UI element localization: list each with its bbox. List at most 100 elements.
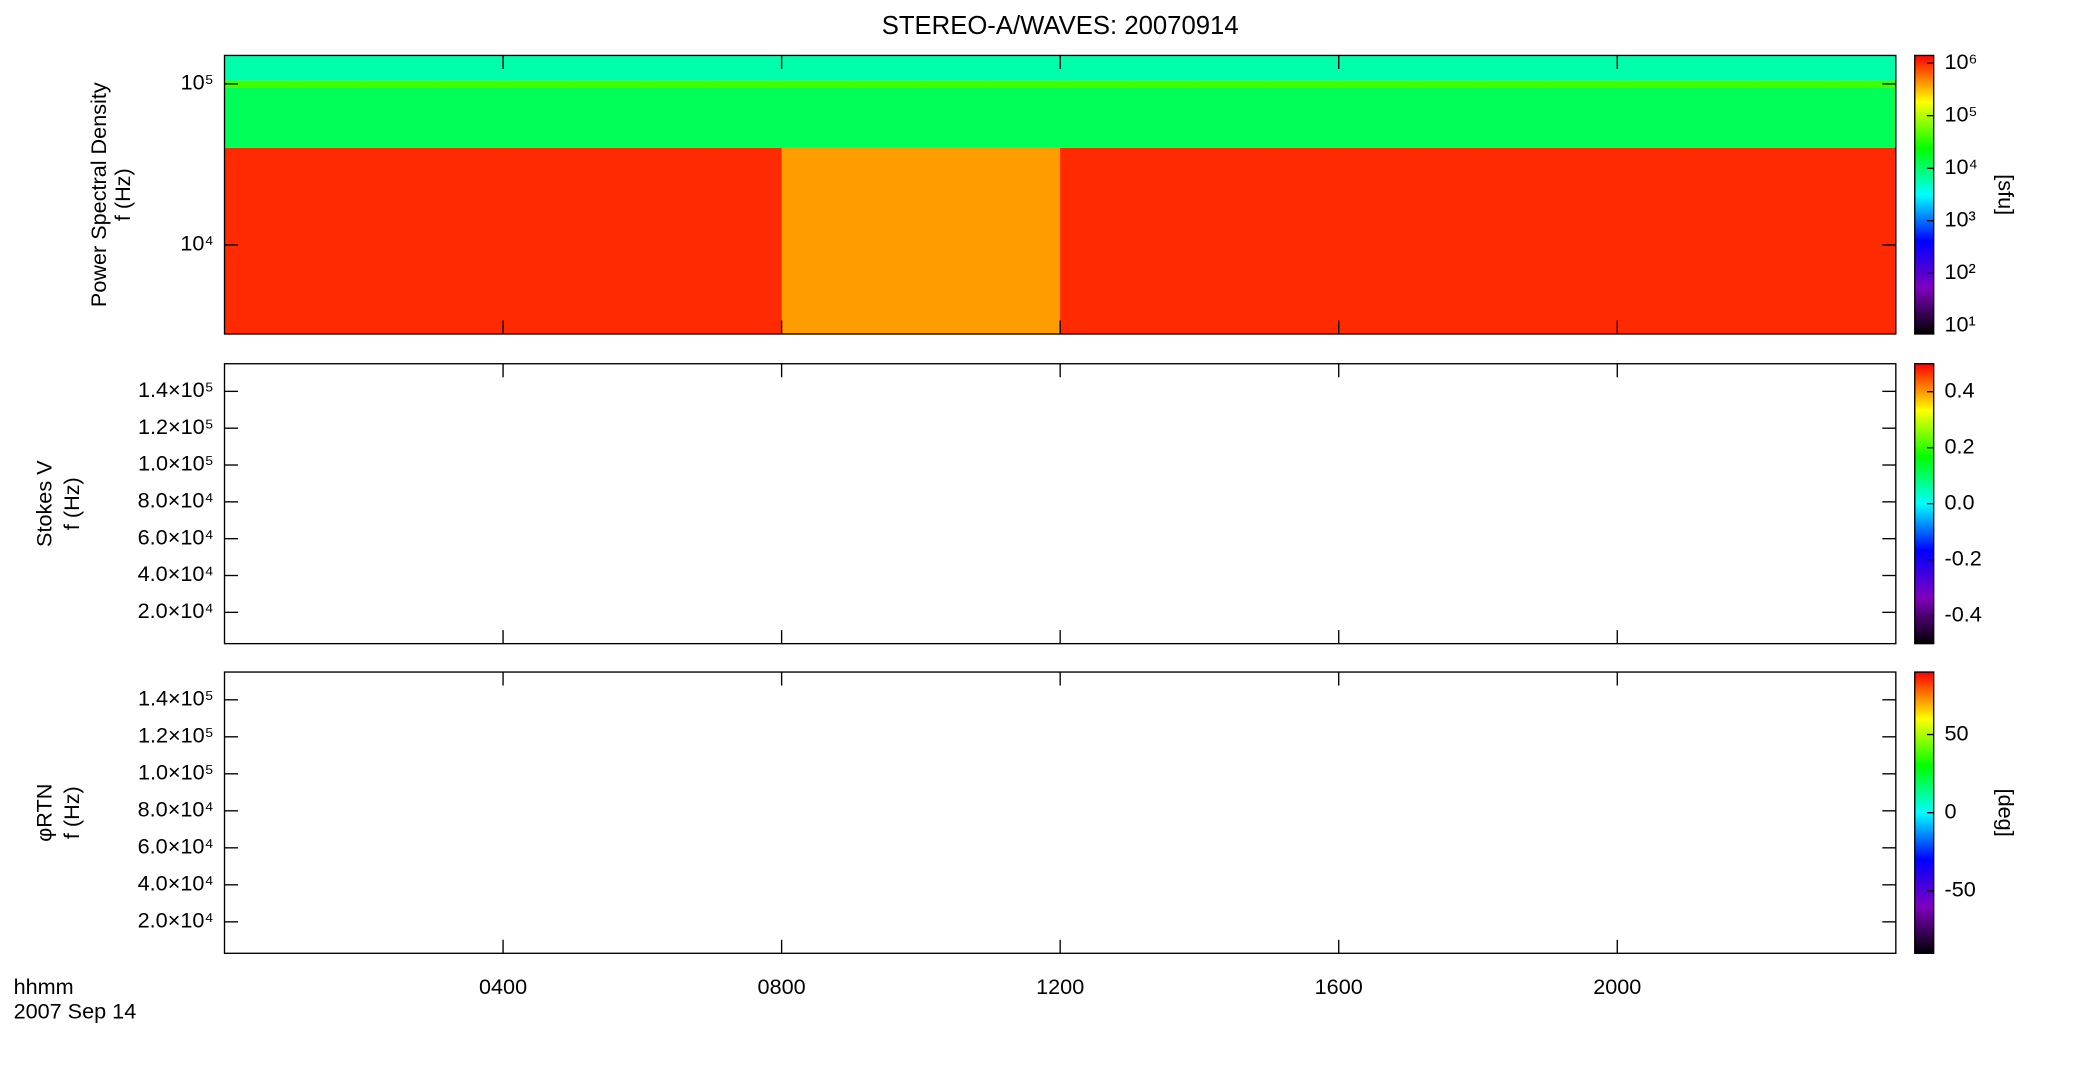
y-tick-label: 1.4×10⁵ bbox=[138, 377, 214, 402]
y-tick-label: 4.0×10⁴ bbox=[138, 561, 214, 586]
heatmap-cell bbox=[1129, 55, 1201, 81]
heatmap-cell bbox=[572, 87, 644, 148]
heatmap-cell bbox=[642, 55, 713, 81]
heatmap-cell bbox=[1269, 55, 1340, 81]
colorbar-tick-label: 10¹ bbox=[1945, 312, 1976, 337]
plot-frame bbox=[223, 671, 1897, 954]
y-tick-label: 6.0×10⁴ bbox=[138, 524, 214, 549]
heatmap-cell bbox=[1547, 80, 1618, 88]
heatmap-cell bbox=[1477, 87, 1549, 148]
heatmap-cell bbox=[990, 80, 1061, 88]
heatmap-cell bbox=[990, 87, 1061, 148]
heatmap-cell bbox=[1269, 80, 1340, 88]
heatmap-cell bbox=[781, 87, 852, 148]
heatmap-cell bbox=[781, 55, 852, 81]
colorbar-tick-label: 0.0 bbox=[1945, 489, 1975, 514]
y-axis-label: φRTN bbox=[32, 784, 57, 842]
y-axis-label: f (Hz) bbox=[59, 477, 84, 530]
y-axis-label: Power Spectral Density bbox=[86, 82, 111, 307]
heatmap-cell bbox=[363, 80, 435, 88]
heatmap-cell bbox=[1686, 80, 1758, 88]
colorbar-label: [sfu] bbox=[1993, 174, 2018, 215]
heatmap-cell bbox=[1338, 87, 1410, 148]
colorbar-tick-label: -50 bbox=[1945, 877, 1976, 902]
y-tick-label: 2.0×10⁴ bbox=[138, 908, 214, 933]
date-label: 2007 Sep 14 bbox=[14, 999, 137, 1024]
heatmap-cell bbox=[990, 147, 1061, 334]
heatmap-cell bbox=[1338, 55, 1410, 81]
heatmap-cell bbox=[642, 147, 713, 334]
y-tick-label: 8.0×10⁴ bbox=[138, 488, 214, 513]
heatmap-cell bbox=[1756, 147, 1827, 334]
heatmap-cell bbox=[572, 147, 644, 334]
heatmap-cell bbox=[1408, 87, 1479, 148]
heatmap-cell bbox=[1617, 87, 1688, 148]
colorbar-tick-label: 10⁶ bbox=[1945, 49, 1978, 74]
heatmap-cell bbox=[1547, 147, 1618, 334]
heatmap-cell bbox=[1826, 147, 1897, 334]
heatmap-cell bbox=[711, 147, 783, 334]
heatmap-cell bbox=[642, 80, 713, 88]
heatmap-cell bbox=[1129, 147, 1201, 334]
y-axis-label: Stokes V bbox=[32, 460, 57, 547]
heatmap-cell bbox=[224, 55, 295, 81]
y-axis-label: f (Hz) bbox=[59, 786, 84, 839]
chart-title: STEREO-A/WAVES: 20070914 bbox=[882, 12, 1239, 40]
heatmap-cell bbox=[711, 55, 783, 81]
heatmap-cell bbox=[990, 55, 1061, 81]
heatmap-cell bbox=[224, 147, 295, 334]
heatmap-cell bbox=[1408, 80, 1479, 88]
heatmap-cell bbox=[1338, 80, 1410, 88]
y-tick-label: 1.2×10⁵ bbox=[138, 723, 214, 748]
heatmap-cell bbox=[920, 87, 992, 148]
heatmap-cell bbox=[1199, 80, 1270, 88]
heatmap-cell bbox=[1617, 55, 1688, 81]
heatmap-cell bbox=[851, 55, 922, 81]
heatmap-cell bbox=[294, 55, 365, 81]
heatmap-cell bbox=[1408, 147, 1479, 334]
heatmap-cell bbox=[363, 87, 435, 148]
heatmap-cell bbox=[1060, 80, 1131, 88]
heatmap-cell bbox=[363, 55, 435, 81]
colorbar-tick-label: 0.2 bbox=[1945, 433, 1975, 458]
heatmap-cell bbox=[1338, 147, 1410, 334]
heatmap-cell bbox=[1060, 87, 1131, 148]
heatmap-cell bbox=[1477, 80, 1549, 88]
heatmap-cell bbox=[1199, 87, 1270, 148]
heatmap-cell bbox=[1826, 55, 1897, 81]
heatmap-cell bbox=[1826, 87, 1897, 148]
heatmap-cell bbox=[851, 87, 922, 148]
y-tick-label: 4.0×10⁴ bbox=[138, 871, 214, 896]
x-tick-label: 0400 bbox=[479, 974, 527, 999]
x-tick-label: 0800 bbox=[758, 974, 806, 999]
heatmap-cell bbox=[433, 87, 504, 148]
heatmap-cell bbox=[920, 147, 992, 334]
heatmap-cell bbox=[1547, 55, 1618, 81]
y-tick-label: 8.0×10⁴ bbox=[138, 797, 214, 822]
heatmap-cell bbox=[294, 80, 365, 88]
heatmap-cell bbox=[1826, 80, 1897, 88]
heatmap-cell bbox=[503, 55, 574, 81]
heatmap-cell bbox=[920, 80, 992, 88]
heatmap-cell bbox=[1199, 55, 1270, 81]
y-tick-label: 1.2×10⁵ bbox=[138, 414, 214, 439]
colorbar-tick-label: 10³ bbox=[1945, 206, 1976, 231]
heatmap-cell bbox=[1269, 147, 1340, 334]
y-tick-label: 10⁴ bbox=[180, 231, 213, 256]
heatmap-cell bbox=[920, 55, 992, 81]
heatmap-cell bbox=[363, 147, 435, 334]
heatmap-cell bbox=[1617, 80, 1688, 88]
colorbar-tick-label: 0.4 bbox=[1945, 377, 1975, 402]
heatmap-cell bbox=[781, 80, 852, 88]
y-axis-label: f (Hz) bbox=[110, 168, 135, 221]
heatmap-cell bbox=[1129, 87, 1201, 148]
heatmap-cell bbox=[224, 87, 295, 148]
heatmap-cell bbox=[572, 55, 644, 81]
heatmap-cell bbox=[711, 87, 783, 148]
heatmap-cell bbox=[503, 87, 574, 148]
colorbar-tick-label: 10⁴ bbox=[1945, 154, 1978, 179]
y-tick-label: 1.0×10⁵ bbox=[138, 760, 214, 785]
heatmap-cell bbox=[781, 147, 852, 334]
heatmap-cell bbox=[1756, 55, 1827, 81]
